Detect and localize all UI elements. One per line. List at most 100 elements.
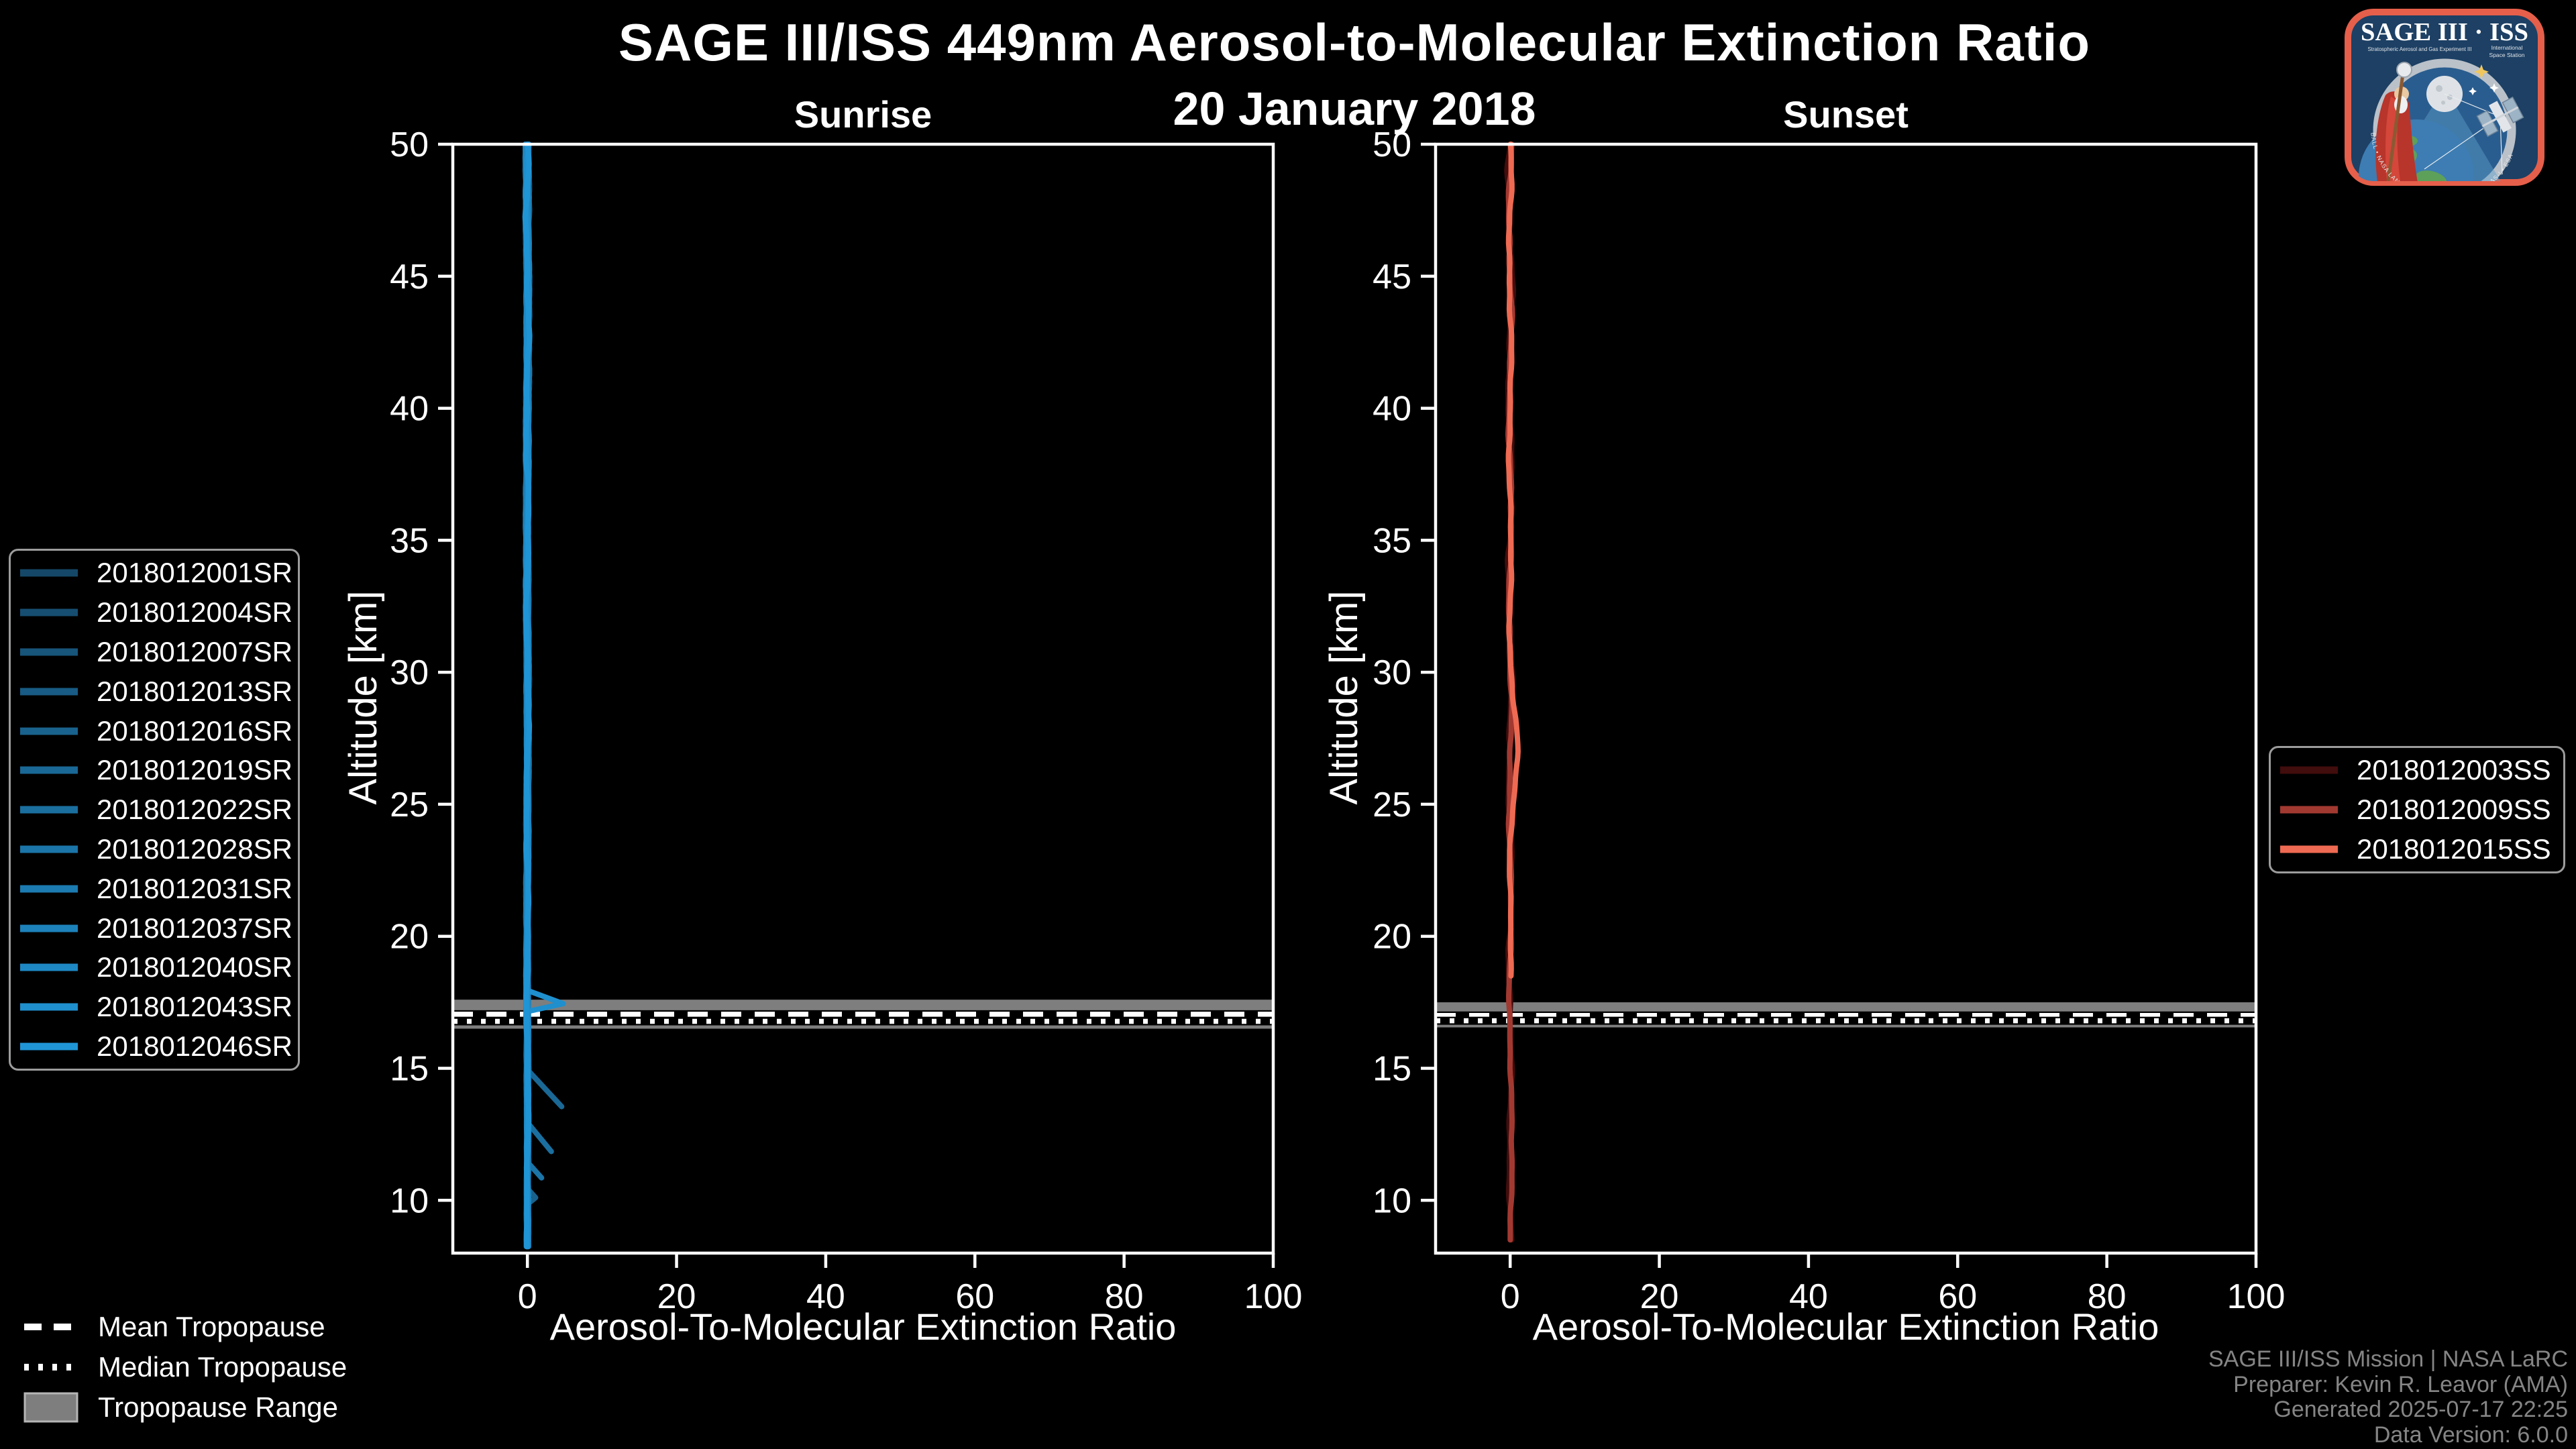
- logo-subtitle-sage: Stratospheric Aerosol and Gas Experiment…: [2368, 46, 2472, 52]
- profile-excursion-2018012019SR: [525, 1067, 565, 1110]
- x-tick-label: 40: [1789, 1277, 1828, 1316]
- logo-title: SAGE III · ISS: [2361, 18, 2528, 46]
- legend-line-swatch: [2280, 766, 2338, 774]
- x-tick-label: 0: [518, 1277, 537, 1316]
- legend-item-label: 2018012016SR: [97, 714, 292, 747]
- credit-data-version: Data Version: 6.0.0: [2373, 1421, 2568, 1448]
- robed-figure: [2375, 62, 2418, 181]
- legend-item: 2018012015SS: [2271, 830, 2563, 869]
- tropopause-legend: Mean Tropopause Median Tropopause Tropop…: [20, 1307, 347, 1428]
- legend-item-label: 2018012019SR: [97, 754, 292, 786]
- y-tick-label: 10: [390, 1181, 429, 1220]
- legend-item-tropopause-range: Tropopause Range: [20, 1387, 347, 1428]
- legend-item-label: 2018012022SR: [97, 794, 292, 826]
- legend-item-label: 2018012013SR: [97, 675, 292, 707]
- legend-line-swatch: [20, 1042, 78, 1051]
- y-tick-label: 15: [1373, 1050, 1411, 1089]
- y-tick-label: 30: [390, 653, 429, 692]
- legend-item-label: 2018012028SR: [97, 833, 292, 865]
- y-tick-label: 40: [1373, 390, 1411, 429]
- credit-block: SAGE III/ISS Mission | NASA LaRC Prepare…: [2208, 1346, 2568, 1448]
- legend-item-label: 2018012043SR: [97, 991, 292, 1023]
- sunrise-x-axis-label: Aerosol-To-Molecular Extinction Ratio: [549, 1305, 1177, 1348]
- y-tick-label: 20: [1373, 918, 1411, 957]
- legend-item: 2018012043SR: [11, 987, 298, 1027]
- legend-item-label: 2018012009SS: [2357, 794, 2551, 826]
- plot-frame: [451, 142, 1275, 1255]
- legend-line-swatch: [20, 1003, 78, 1011]
- x-tick-label: 20: [1640, 1277, 1679, 1316]
- moon-crater: [2436, 85, 2443, 92]
- legend-line-swatch: [20, 608, 78, 616]
- x-tick-label: 100: [2227, 1277, 2286, 1316]
- credit-preparer: Preparer: Kevin R. Leavor (AMA): [2233, 1371, 2568, 1397]
- star-icon: [2469, 87, 2477, 95]
- y-tick-label: 15: [390, 1050, 429, 1089]
- sunrise-panel-title: Sunrise: [794, 93, 932, 136]
- legend-line-swatch: [20, 885, 78, 893]
- x-tick-label: 80: [2088, 1277, 2127, 1316]
- legend-item: 2018012031SR: [11, 869, 298, 908]
- dotted-line-swatch: [24, 1364, 78, 1371]
- y-tick-label: 25: [1373, 786, 1411, 824]
- x-tick-label: 40: [806, 1277, 845, 1316]
- gray-band-swatch: [23, 1392, 78, 1423]
- y-tick-label: 10: [1373, 1181, 1411, 1220]
- profile-excursion-2018012043SR: [525, 987, 566, 1014]
- legend-line-swatch: [20, 845, 78, 853]
- x-tick-label: 80: [1105, 1277, 1144, 1316]
- y-tick-label: 20: [390, 918, 429, 957]
- sunset-x-axis-label: Aerosol-To-Molecular Extinction Ratio: [1532, 1305, 2159, 1348]
- legend-item-label: 2018012040SR: [97, 951, 292, 983]
- star-icon: [2489, 83, 2499, 93]
- y-tick-label: 35: [390, 521, 429, 560]
- credit-mission: SAGE III/ISS Mission | NASA LaRC: [2208, 1346, 2568, 1372]
- legend-item-label: 2018012004SR: [97, 596, 292, 629]
- logo-subtitle-iss-line1: International: [2491, 44, 2523, 51]
- legend-line-swatch: [2280, 806, 2338, 814]
- y-tick-label: 50: [390, 125, 429, 164]
- legend-line-swatch: [20, 569, 78, 577]
- iss-satellite: [2424, 93, 2524, 175]
- legend-item-label: Mean Tropopause: [98, 1311, 325, 1342]
- legend-item-label: 2018012031SR: [97, 872, 292, 904]
- legend-line-swatch: [20, 806, 78, 814]
- panel-sunset: 0 20 40 60 80 100 50 45 40 35 30 25 20 15 10: [1373, 125, 2285, 1316]
- sunset-panel-title: Sunset: [1783, 93, 1909, 136]
- y-tick-label: 40: [390, 390, 429, 429]
- y-tick-label: 50: [1373, 125, 1411, 164]
- legend-item: 2018012013SR: [11, 672, 298, 711]
- legend-item: 2018012007SR: [11, 633, 298, 672]
- figure-subtitle: 20 January 2018: [1173, 83, 1536, 135]
- legend-item: 2018012001SR: [11, 553, 298, 593]
- credit-generated: Generated 2025-07-17 22:25: [2273, 1397, 2568, 1422]
- legend-item: 2018012019SR: [11, 751, 298, 790]
- legend-item-mean-tropopause: Mean Tropopause: [20, 1307, 347, 1347]
- star-icon: [2474, 64, 2489, 79]
- y-tick-label: 45: [390, 258, 429, 297]
- legend-item: 2018012028SR: [11, 830, 298, 869]
- legend-item: 2018012016SR: [11, 711, 298, 751]
- sage-iss-mission-patch-logo: BALL • NASA LANGLEY RESEARCH CENTER • TA…: [2345, 9, 2544, 186]
- y-tick-label: 45: [1373, 258, 1411, 297]
- legend-item: 2018012009SS: [2271, 790, 2563, 830]
- legend-line-swatch: [20, 924, 78, 932]
- legend-line-swatch: [20, 963, 78, 971]
- y-tick-label: 25: [390, 786, 429, 824]
- plot-frame: [1434, 142, 2258, 1255]
- sunset-legend: 2018012003SS 2018012009SS 2018012015SS: [2269, 746, 2565, 874]
- legend-item-label: Tropopause Range: [98, 1391, 339, 1423]
- moon-crater: [2441, 101, 2445, 105]
- x-tick-label: 100: [1244, 1277, 1303, 1316]
- sunrise-legend: 2018012001SR 2018012004SR 2018012007SR 2018…: [9, 549, 300, 1071]
- y-tick-label: 35: [1373, 521, 1411, 560]
- profile-line-2018012046SR: [522, 142, 533, 1250]
- legend-item: 2018012003SS: [2271, 751, 2563, 790]
- x-tick-label: 60: [1938, 1277, 1977, 1316]
- legend-item: 2018012022SR: [11, 790, 298, 830]
- x-tick-label: 60: [955, 1277, 994, 1316]
- legend-item-label: 2018012007SR: [97, 635, 292, 667]
- logo-subtitle-iss-line2: Space Station: [2489, 52, 2525, 58]
